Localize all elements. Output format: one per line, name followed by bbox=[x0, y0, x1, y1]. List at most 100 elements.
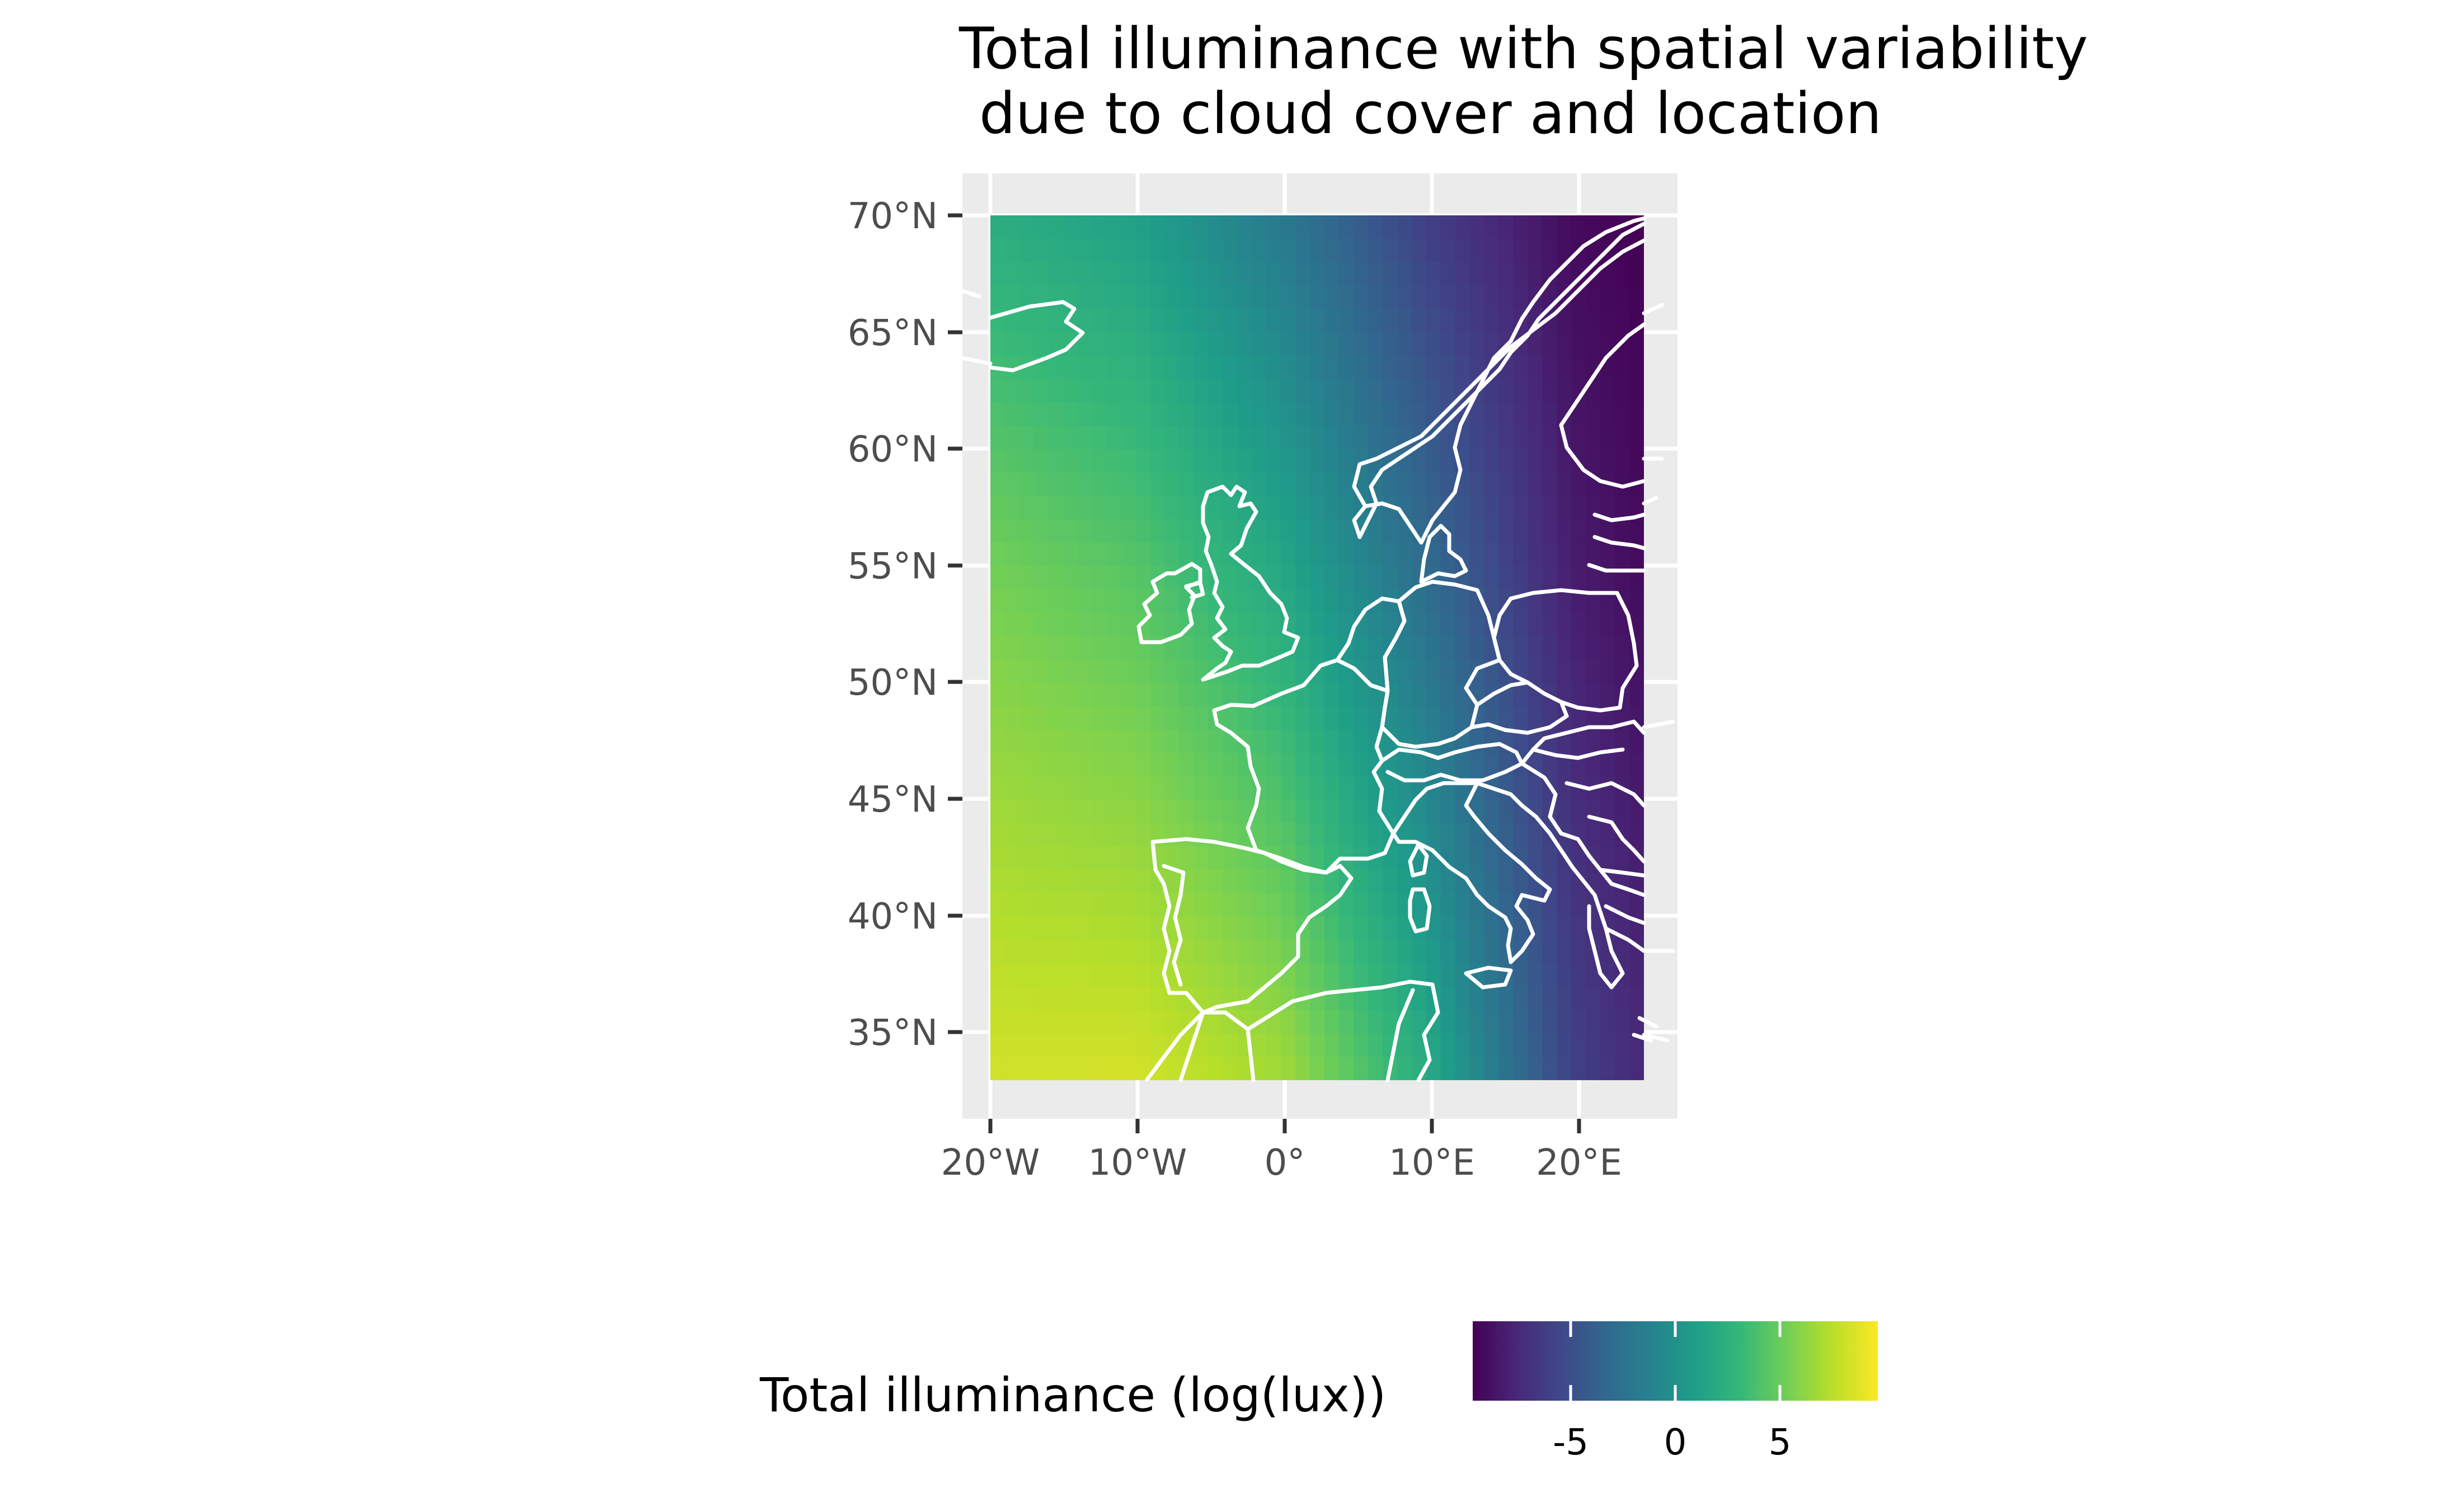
heatmap-cell bbox=[990, 636, 1005, 660]
heatmap-cell bbox=[1411, 496, 1427, 520]
heatmap-cell bbox=[1295, 238, 1311, 263]
heatmap-cell bbox=[1469, 1010, 1485, 1034]
heatmap-cell bbox=[1048, 823, 1064, 847]
heatmap-cell bbox=[1004, 799, 1020, 824]
heatmap-cell bbox=[990, 940, 1005, 964]
heatmap-cell bbox=[1484, 285, 1500, 310]
heatmap-cell bbox=[1121, 566, 1136, 590]
heatmap-cell bbox=[1382, 215, 1398, 239]
heatmap-cell bbox=[1135, 542, 1151, 567]
heatmap-cell bbox=[1513, 238, 1529, 263]
heatmap-cell bbox=[1629, 753, 1644, 777]
heatmap-cell bbox=[1004, 916, 1020, 941]
heatmap-cell bbox=[1004, 589, 1020, 614]
heatmap-cell bbox=[1353, 215, 1369, 239]
heatmap-cell bbox=[1281, 215, 1296, 239]
heatmap-cell bbox=[1397, 566, 1412, 590]
heatmap-cell bbox=[1077, 1033, 1093, 1058]
heatmap-cell bbox=[1019, 496, 1035, 520]
heatmap-cell bbox=[1092, 285, 1107, 310]
heatmap-cell bbox=[1571, 496, 1587, 520]
heatmap-cell bbox=[1629, 285, 1644, 310]
heatmap-cell bbox=[1368, 542, 1383, 567]
heatmap-cell bbox=[1513, 379, 1529, 403]
heatmap-cell bbox=[1063, 706, 1078, 731]
heatmap-cell bbox=[1106, 589, 1122, 614]
heatmap-cell bbox=[1513, 402, 1529, 427]
heatmap-cell bbox=[1295, 379, 1311, 403]
heatmap-cell bbox=[1440, 1010, 1456, 1034]
heatmap-cell bbox=[1106, 613, 1122, 637]
heatmap-cell bbox=[1586, 986, 1601, 1011]
heatmap-cell bbox=[1426, 869, 1441, 894]
heatmap-cell bbox=[1223, 309, 1238, 333]
heatmap-cell bbox=[1338, 355, 1354, 380]
heatmap-cell bbox=[1528, 449, 1543, 473]
heatmap-cell bbox=[1310, 355, 1325, 380]
heatmap-cell bbox=[990, 238, 1005, 263]
heatmap-cell bbox=[1106, 706, 1122, 731]
heatmap-cell bbox=[1121, 262, 1136, 286]
heatmap-cell bbox=[1600, 636, 1616, 660]
heatmap-cell bbox=[990, 916, 1005, 941]
heatmap-cell bbox=[1048, 893, 1064, 917]
heatmap-cell bbox=[1440, 1033, 1456, 1058]
heatmap-cell bbox=[1048, 846, 1064, 870]
heatmap-cell bbox=[1208, 449, 1224, 473]
heatmap-cell bbox=[1498, 379, 1514, 403]
x-tick-label-10w: 10°W bbox=[1088, 1142, 1187, 1184]
heatmap-cell bbox=[1469, 309, 1485, 333]
heatmap-cell bbox=[1411, 893, 1427, 917]
heatmap-cell bbox=[1237, 238, 1253, 263]
heatmap-cell bbox=[1179, 402, 1195, 427]
heatmap-cell bbox=[1513, 682, 1529, 707]
heatmap-cell bbox=[1150, 262, 1166, 286]
heatmap-cell bbox=[990, 893, 1005, 917]
heatmap-cell bbox=[990, 1033, 1005, 1058]
heatmap-cell bbox=[1542, 1010, 1558, 1034]
heatmap-cell bbox=[1121, 215, 1136, 239]
heatmap-cell bbox=[1557, 799, 1572, 824]
heatmap-cell bbox=[1164, 706, 1180, 731]
y-tick-label-70n: 70°N bbox=[848, 196, 938, 237]
heatmap-cell bbox=[1252, 542, 1267, 567]
heatmap-cell bbox=[1266, 449, 1282, 473]
heatmap-cell bbox=[1498, 285, 1514, 310]
heatmap-cell bbox=[1615, 519, 1631, 543]
heatmap-cell bbox=[1223, 753, 1238, 777]
heatmap-cell bbox=[1092, 542, 1107, 567]
heatmap-cell bbox=[1484, 309, 1500, 333]
heatmap-cell bbox=[1426, 940, 1441, 964]
heatmap-cell bbox=[1310, 285, 1325, 310]
heatmap-cell bbox=[1498, 566, 1514, 590]
heatmap-cell bbox=[1266, 285, 1282, 310]
heatmap-cell bbox=[1353, 1057, 1369, 1080]
heatmap-cell bbox=[1484, 262, 1500, 286]
heatmap-cell bbox=[1368, 613, 1383, 637]
heatmap-cell bbox=[1004, 893, 1020, 917]
heatmap-cell bbox=[1353, 940, 1369, 964]
heatmap-cell bbox=[1237, 613, 1253, 637]
heatmap-cell bbox=[1484, 916, 1500, 941]
heatmap-cell bbox=[1484, 472, 1500, 497]
heatmap-cell bbox=[1455, 238, 1470, 263]
heatmap-cell bbox=[1557, 893, 1572, 917]
heatmap-cell bbox=[1266, 262, 1282, 286]
heatmap-cell bbox=[1571, 682, 1587, 707]
heatmap-cell bbox=[1324, 682, 1340, 707]
heatmap-cell bbox=[1019, 332, 1035, 356]
heatmap-cell bbox=[1469, 636, 1485, 660]
heatmap-cell bbox=[1324, 238, 1340, 263]
heatmap-cell bbox=[1397, 542, 1412, 567]
heatmap-cell bbox=[1106, 869, 1122, 894]
heatmap-cell bbox=[1164, 799, 1180, 824]
heatmap-cell bbox=[1382, 262, 1398, 286]
heatmap-cell bbox=[1426, 215, 1441, 239]
heatmap-cell bbox=[1077, 449, 1093, 473]
heatmap-cell bbox=[1542, 963, 1558, 987]
heatmap-cell bbox=[1281, 776, 1296, 800]
heatmap-cell bbox=[1237, 379, 1253, 403]
heatmap-cell bbox=[1426, 799, 1441, 824]
heatmap-cell bbox=[1426, 449, 1441, 473]
heatmap-cell bbox=[1106, 402, 1122, 427]
